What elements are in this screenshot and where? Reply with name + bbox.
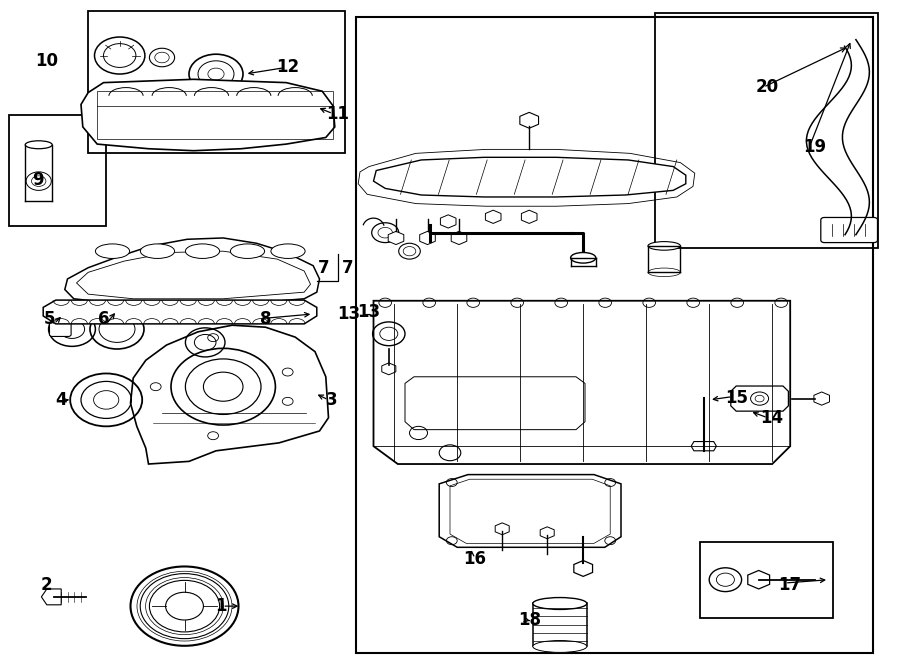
Text: 2: 2 [41,576,52,594]
Bar [700,542,833,618]
Bar [97,91,333,139]
Text: 15: 15 [724,389,748,407]
Text: 6: 6 [98,309,109,328]
Polygon shape [374,301,790,464]
Text: 16: 16 [463,549,486,568]
Ellipse shape [271,244,305,258]
Polygon shape [65,238,320,307]
Bar [88,11,345,153]
Ellipse shape [185,244,220,258]
Text: 18: 18 [518,611,541,629]
Text: 3: 3 [326,391,337,409]
Text: 13: 13 [357,303,381,321]
Polygon shape [130,325,328,464]
Bar [356,17,873,653]
Ellipse shape [230,244,265,258]
Polygon shape [374,157,686,197]
Text: 7: 7 [319,258,329,277]
Text: 9: 9 [32,171,43,189]
Text: 17: 17 [778,576,802,594]
Text: 1: 1 [215,597,226,615]
Bar [655,13,878,248]
Ellipse shape [648,242,680,250]
Polygon shape [533,603,587,646]
Text: 12: 12 [276,58,300,77]
Text: 19: 19 [803,137,826,156]
Ellipse shape [140,244,175,258]
Text: 4: 4 [56,391,67,409]
Polygon shape [43,300,317,324]
Polygon shape [691,442,716,451]
Text: 13: 13 [337,305,360,323]
Ellipse shape [533,641,587,652]
Text: 20: 20 [755,78,778,97]
Text: 10: 10 [35,52,58,70]
Ellipse shape [533,598,587,609]
Text: 8: 8 [260,309,271,328]
Polygon shape [439,475,621,547]
Polygon shape [731,386,788,411]
Ellipse shape [25,141,52,149]
Text: 7: 7 [342,258,354,277]
Text: 5: 5 [44,309,55,328]
Ellipse shape [95,244,130,258]
FancyBboxPatch shape [50,322,71,336]
Bar [9,115,106,226]
Text: 14: 14 [760,408,784,427]
Text: 11: 11 [326,104,349,123]
Ellipse shape [571,253,596,263]
Polygon shape [81,79,335,151]
Polygon shape [41,589,61,605]
Polygon shape [405,377,585,430]
FancyBboxPatch shape [821,217,878,243]
Ellipse shape [648,268,680,276]
